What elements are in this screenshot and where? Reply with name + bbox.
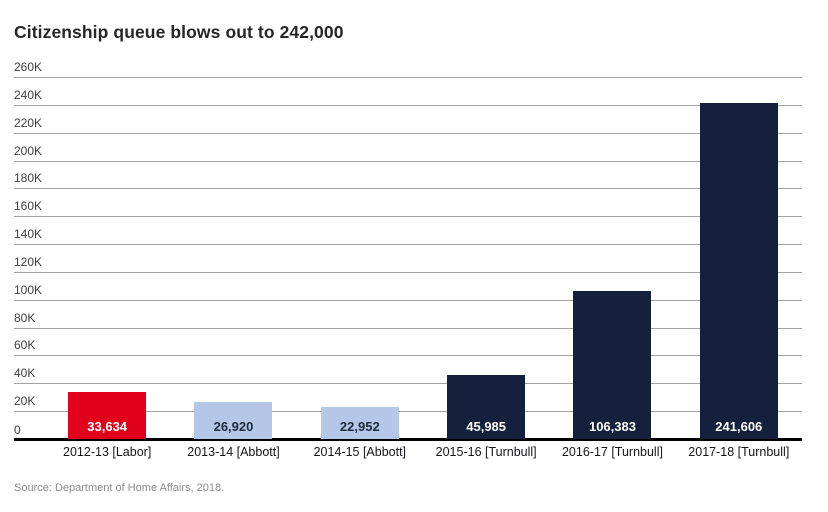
bar-column: 33,634 xyxy=(44,77,170,439)
gridline xyxy=(14,383,802,385)
bar-column: 22,952 xyxy=(297,77,423,439)
y-tick-label: 240K xyxy=(14,87,43,102)
source-note: Source: Department of Home Affairs, 2018… xyxy=(14,482,225,494)
category-label: 2013-14 [Abbott] xyxy=(187,445,280,459)
y-tick-label: 40K xyxy=(14,366,36,381)
chart-title: Citizenship queue blows out to 242,000 xyxy=(14,22,344,42)
gridline xyxy=(14,188,802,190)
y-tick-label: 180K xyxy=(14,171,43,186)
y-tick-label: 140K xyxy=(14,227,43,242)
bar: 26,920 xyxy=(194,401,273,439)
bar-value-label: 106,383 xyxy=(588,419,636,434)
y-axis-zero-label: 0 xyxy=(14,423,21,437)
category-label: 2016-17 [Turnbull] xyxy=(561,445,663,459)
gridline xyxy=(14,299,802,301)
category-label: 2015-16 [Turnbull] xyxy=(435,445,537,459)
bars-row: 33,634 26,920 22,952 45,985 106,383 241,606 xyxy=(44,77,802,439)
bar-value-label: 22,952 xyxy=(339,419,380,434)
gridline xyxy=(14,160,802,162)
y-tick-label: 200K xyxy=(14,143,43,158)
bar-value-label: 26,920 xyxy=(213,419,254,434)
bar: 33,634 xyxy=(68,392,147,439)
bar: 241,606 xyxy=(699,102,778,439)
y-tick-label: 60K xyxy=(14,338,36,353)
bar-column: 45,985 xyxy=(423,77,549,439)
gridline xyxy=(14,244,802,246)
x-axis-line xyxy=(14,438,802,441)
category-label: 2017-18 [Turnbull] xyxy=(688,445,790,459)
y-tick-label: 100K xyxy=(14,282,43,297)
y-tick-label: 120K xyxy=(14,254,43,269)
category-label: 2012-13 [Labor] xyxy=(63,445,152,459)
gridline xyxy=(14,104,802,106)
gridline xyxy=(14,355,802,357)
bar: 45,985 xyxy=(447,375,526,439)
bar-value-label: 33,634 xyxy=(87,419,128,434)
bar-value-label: 241,606 xyxy=(715,419,763,434)
x-axis-category-labels: 2012-13 [Labor] 2013-14 [Abbott] 2014-15 [… xyxy=(44,445,802,460)
y-tick-label: 220K xyxy=(14,115,43,130)
bar: 22,952 xyxy=(320,407,399,439)
gridline xyxy=(14,271,802,273)
y-tick-label: 80K xyxy=(14,310,36,325)
gridline xyxy=(14,411,802,413)
bar-value-label: 45,985 xyxy=(466,419,507,434)
y-tick-label: 20K xyxy=(14,394,36,409)
category-label: 2014-15 [Abbott] xyxy=(313,445,407,459)
gridline xyxy=(14,327,802,329)
plot-area: 0 33,634 26,920 22,952 45,985 106,383 241,606… xyxy=(14,61,802,441)
y-tick-label: 260K xyxy=(14,60,43,74)
gridline xyxy=(14,77,802,78)
y-tick-label: 160K xyxy=(14,199,43,214)
bar-column: 241,606 xyxy=(676,77,802,439)
bar: 106,383 xyxy=(573,290,652,439)
bar-column: 26,920 xyxy=(170,77,296,439)
gridline xyxy=(14,216,802,218)
bar-column: 106,383 xyxy=(549,77,675,439)
gridline xyxy=(14,132,802,134)
